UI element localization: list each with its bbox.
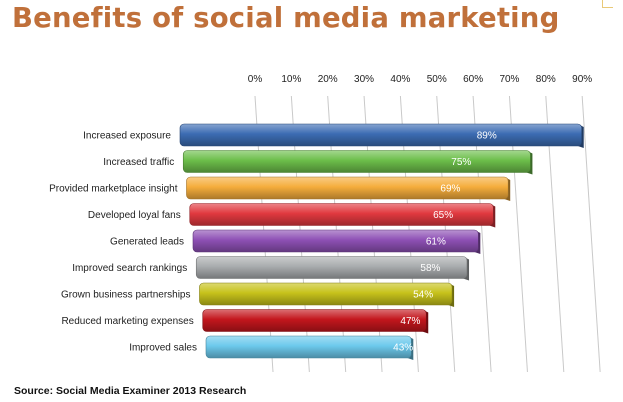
- bar-value-label: 89%: [477, 131, 497, 142]
- x-tick-label: 80%: [536, 74, 556, 85]
- category-label: Reduced marketing expenses: [61, 316, 193, 327]
- bar-value-label: 58%: [420, 263, 440, 274]
- category-label: Provided marketplace insight: [49, 184, 178, 195]
- x-tick-label: 40%: [390, 74, 410, 85]
- bar-value-label: 65%: [433, 210, 453, 221]
- category-label: Improved search rankings: [72, 263, 187, 274]
- bars: 89% 75% 69% 65% 61% 58% 54% 47% 43%: [179, 123, 584, 360]
- category-label: Increased traffic: [103, 157, 174, 168]
- bar-value-label: 75%: [451, 157, 471, 168]
- bar-value-label: 47%: [400, 316, 420, 327]
- bar: [186, 176, 509, 200]
- x-tick-label: 0%: [248, 74, 263, 85]
- x-tick-label: 60%: [463, 74, 483, 85]
- bar: [192, 229, 479, 253]
- x-tick-label: 70%: [499, 74, 519, 85]
- bar: [202, 309, 427, 332]
- x-tick-label: 50%: [427, 74, 447, 85]
- bar-value-label: 54%: [413, 290, 433, 301]
- category-label: Generated leads: [110, 237, 184, 248]
- corner-decoration: [602, 0, 613, 8]
- bar-value-label: 69%: [440, 184, 460, 195]
- bar-value-label: 61%: [426, 237, 446, 248]
- x-tick-label: 90%: [572, 74, 592, 85]
- grid-line: [581, 95, 601, 373]
- category-label: Improved sales: [129, 343, 197, 354]
- category-label: Grown business partnerships: [61, 290, 191, 301]
- bar: [199, 282, 453, 306]
- source-note: Source: Social Media Examiner 2013 Resea…: [14, 385, 247, 397]
- chart-title: Benefits of social media marketing: [12, 2, 560, 34]
- x-tick-label: 30%: [354, 74, 374, 85]
- x-tick-label: 20%: [318, 74, 338, 85]
- category-labels: Increased exposure Increased traffic Provi…: [49, 131, 197, 354]
- bar: [182, 150, 531, 173]
- bar-value-label: 43%: [393, 343, 413, 354]
- bar: [195, 256, 468, 279]
- bar: [179, 123, 583, 147]
- bar: [205, 335, 412, 359]
- x-axis-ticks: 0% 10% 20% 30% 40% 50% 60% 70% 80% 90%: [248, 74, 592, 85]
- category-label: Developed loyal fans: [88, 210, 181, 221]
- category-label: Increased exposure: [83, 131, 171, 142]
- bar: [189, 203, 494, 226]
- x-tick-label: 10%: [281, 74, 301, 85]
